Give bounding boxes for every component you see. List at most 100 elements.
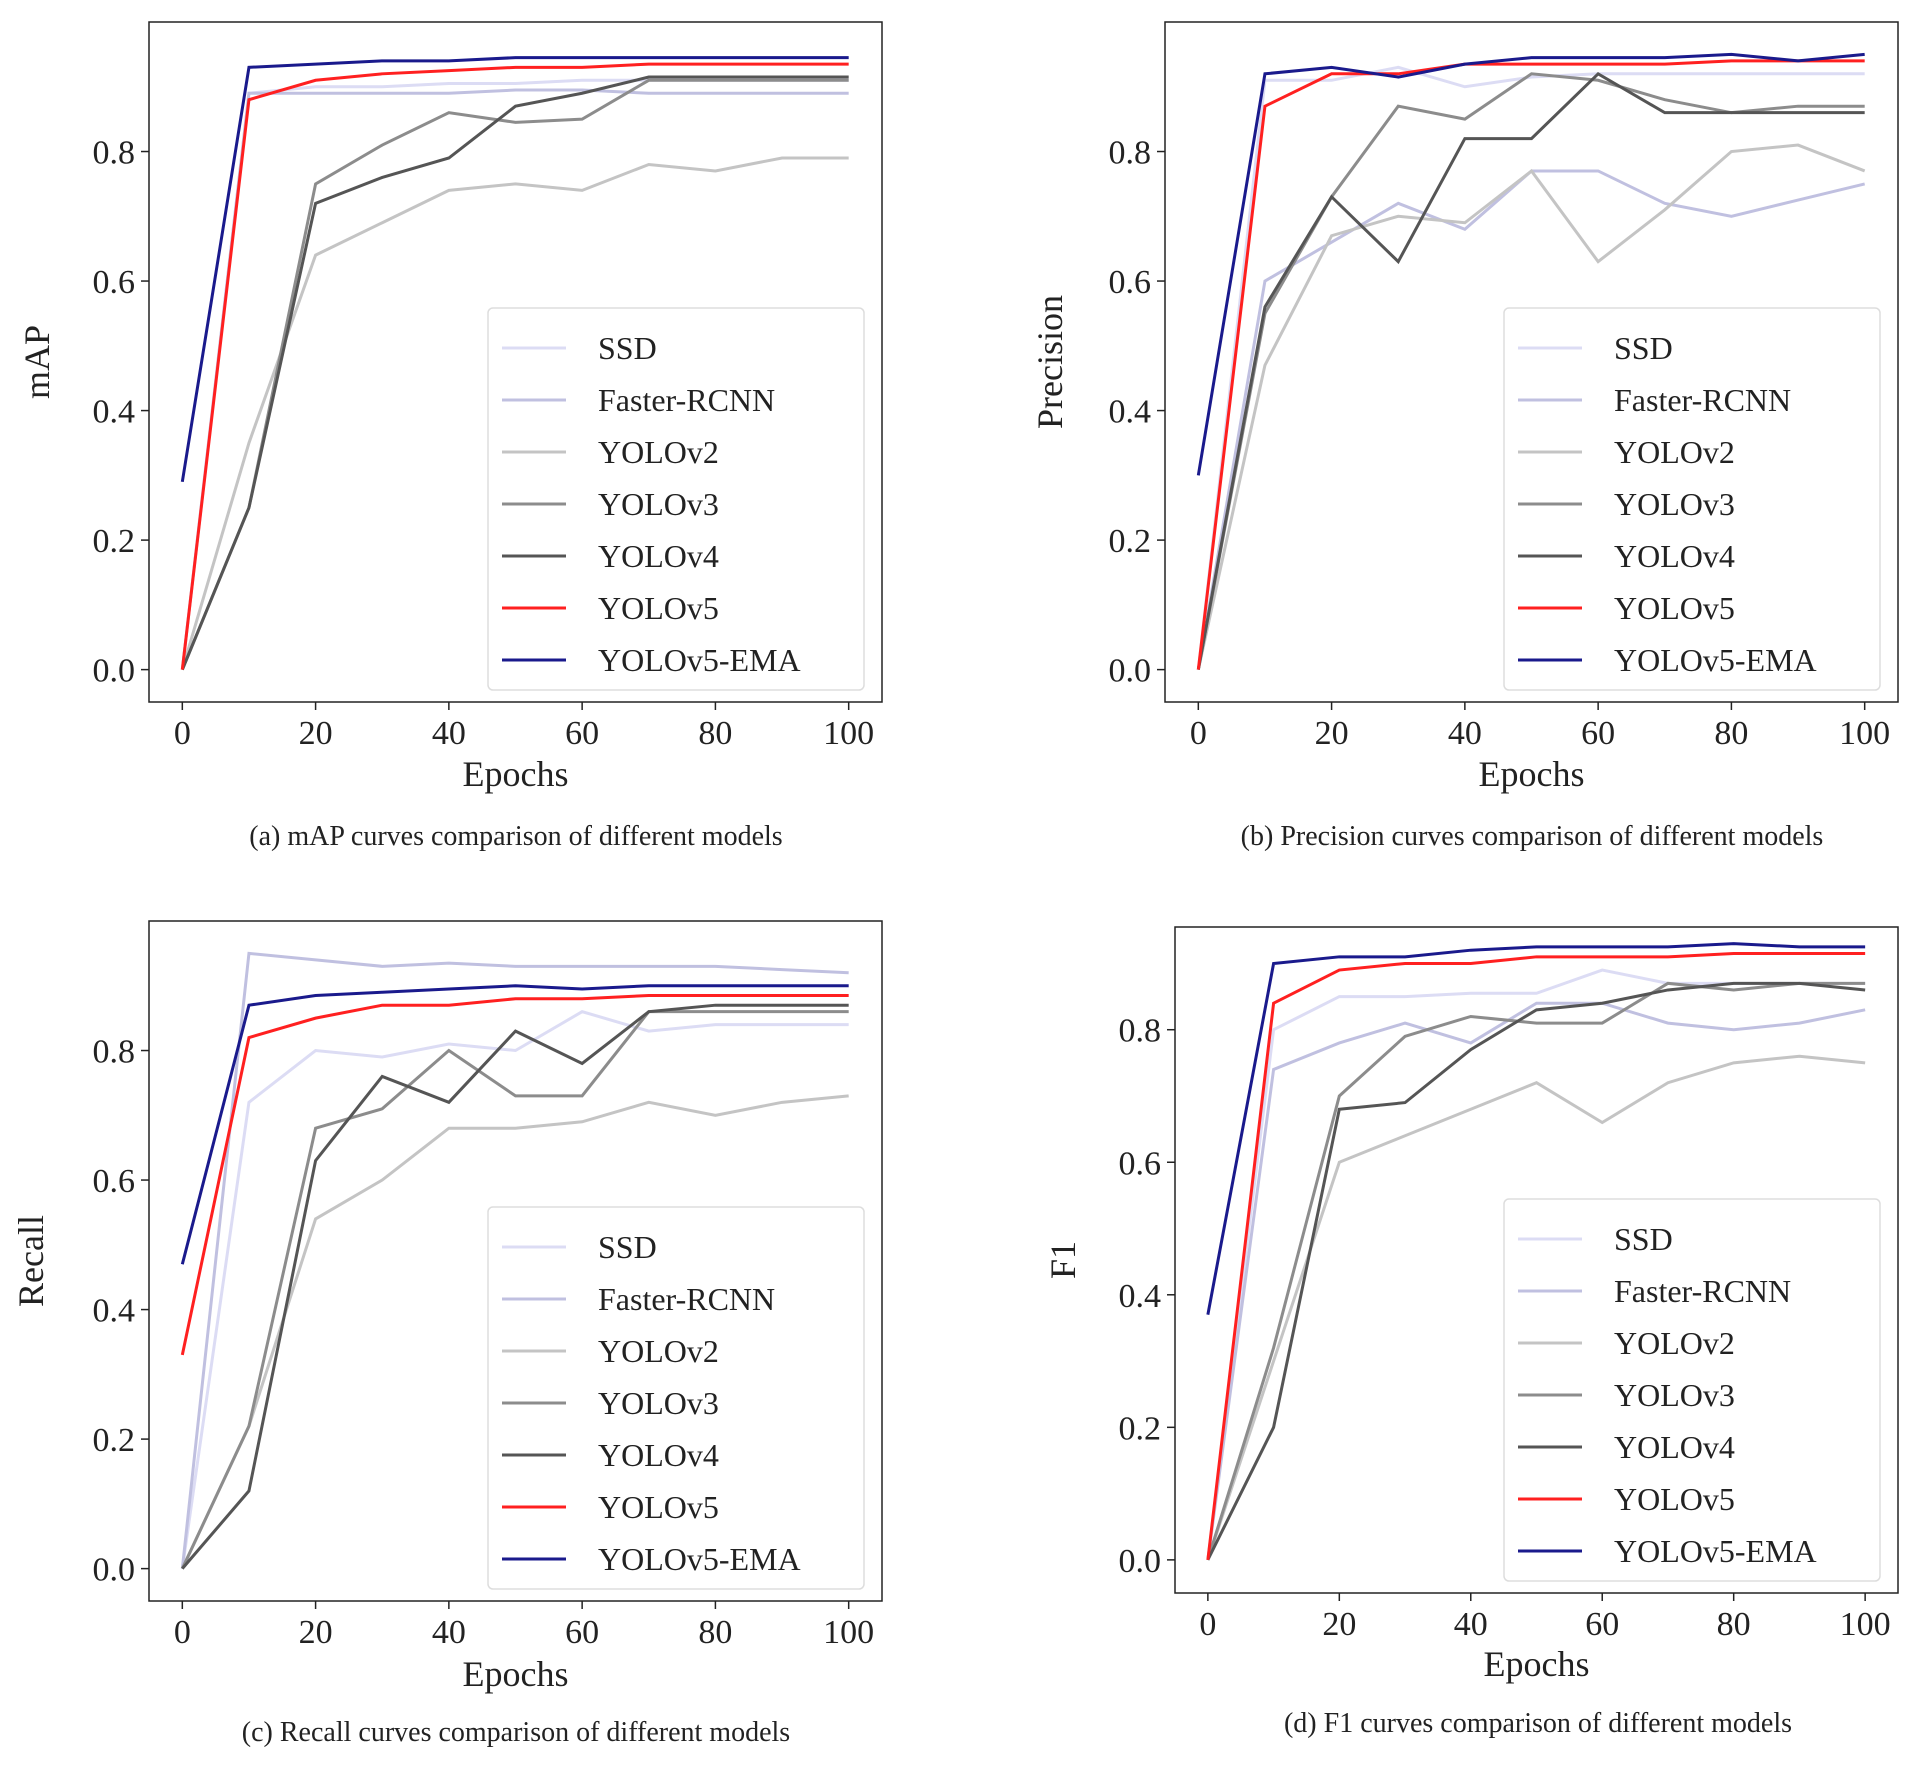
series-line bbox=[180, 88, 849, 670]
x-axis-label: Epochs bbox=[1484, 1644, 1590, 1684]
series-line bbox=[180, 56, 849, 483]
chart-caption: (a) mAP curves comparison of different m… bbox=[249, 821, 782, 852]
legend-label: YOLOv4 bbox=[598, 538, 719, 574]
y-tick-label: 0.2 bbox=[93, 1422, 136, 1459]
legend-label: YOLOv5-EMA bbox=[598, 1541, 801, 1577]
x-tick-label: 40 bbox=[432, 715, 466, 752]
y-tick-label: 0.6 bbox=[93, 1163, 136, 1200]
series-line bbox=[1206, 1054, 1866, 1561]
y-tick-label: 0.0 bbox=[1119, 1543, 1162, 1580]
x-tick-label: 100 bbox=[823, 1614, 874, 1651]
series-line bbox=[180, 156, 849, 671]
series-line bbox=[1206, 942, 1866, 1315]
legend-label: YOLOv3 bbox=[598, 1385, 719, 1421]
legend-label: SSD bbox=[1614, 330, 1673, 366]
legend-label: YOLOv3 bbox=[1614, 1377, 1735, 1413]
series-line bbox=[1196, 71, 1865, 670]
legend-label: YOLOv5-EMA bbox=[598, 642, 801, 678]
y-tick-label: 0.4 bbox=[93, 1293, 136, 1330]
series-line bbox=[1196, 59, 1865, 670]
y-tick-label: 0.8 bbox=[1119, 1013, 1162, 1050]
legend-label: YOLOv5 bbox=[1614, 590, 1735, 626]
chart-caption: (d) F1 curves comparison of different mo… bbox=[1284, 1708, 1792, 1739]
y-tick-label: 0.0 bbox=[1109, 653, 1152, 690]
y-tick-label: 0.4 bbox=[93, 394, 136, 431]
x-axis-label: Epochs bbox=[463, 754, 569, 794]
series-line bbox=[180, 993, 849, 1356]
legend-box bbox=[487, 1206, 865, 1590]
y-tick-label: 0.8 bbox=[93, 135, 136, 172]
x-tick-label: 20 bbox=[299, 1614, 333, 1651]
y-axis-label: mAP bbox=[17, 325, 57, 399]
legend-label: YOLOv4 bbox=[1614, 1429, 1735, 1465]
legend-label: Faster-RCNN bbox=[598, 1281, 775, 1317]
series-line bbox=[180, 984, 849, 1265]
x-axis-label: Epochs bbox=[463, 1654, 569, 1694]
legend-box bbox=[487, 307, 865, 691]
series-line bbox=[1206, 981, 1866, 1561]
y-tick-label: 0.8 bbox=[93, 1034, 136, 1071]
legend-label: YOLOv5 bbox=[1614, 1481, 1735, 1517]
series-line bbox=[180, 1010, 849, 1569]
y-axis-label: Recall bbox=[11, 1215, 51, 1307]
x-tick-label: 0 bbox=[1199, 1606, 1216, 1643]
legend-label: YOLOv5 bbox=[598, 1489, 719, 1525]
series-line bbox=[1196, 143, 1866, 670]
y-tick-label: 0.0 bbox=[93, 653, 136, 690]
legend-label: YOLOv4 bbox=[1614, 538, 1735, 574]
x-tick-label: 60 bbox=[565, 715, 599, 752]
legend-label: YOLOv5-EMA bbox=[1614, 1533, 1817, 1569]
y-tick-label: 0.6 bbox=[1119, 1145, 1162, 1182]
series-line bbox=[1196, 52, 1865, 476]
plot-frame bbox=[148, 920, 883, 1602]
x-tick-label: 100 bbox=[1840, 1606, 1891, 1643]
x-tick-label: 60 bbox=[1585, 1606, 1619, 1643]
y-tick-label: 0.6 bbox=[93, 264, 136, 301]
y-tick-label: 0.2 bbox=[1119, 1410, 1162, 1447]
legend-label: SSD bbox=[1614, 1221, 1673, 1257]
legend-box bbox=[1503, 307, 1881, 691]
series-line bbox=[180, 75, 849, 671]
series-line bbox=[180, 62, 849, 670]
x-tick-label: 0 bbox=[1190, 715, 1207, 752]
x-tick-label: 20 bbox=[1315, 715, 1349, 752]
x-tick-label: 80 bbox=[1714, 715, 1748, 752]
y-tick-label: 0.8 bbox=[1109, 135, 1152, 172]
x-tick-label: 0 bbox=[174, 715, 191, 752]
legend-label: SSD bbox=[598, 1229, 657, 1265]
series-line bbox=[180, 78, 849, 671]
x-tick-label: 80 bbox=[698, 715, 732, 752]
legend-label: YOLOv4 bbox=[598, 1437, 719, 1473]
legend-label: YOLOv2 bbox=[1614, 434, 1735, 470]
plot-frame bbox=[1164, 21, 1899, 703]
x-tick-label: 0 bbox=[174, 1614, 191, 1651]
legend-label: SSD bbox=[598, 330, 657, 366]
x-tick-label: 20 bbox=[299, 715, 333, 752]
x-tick-label: 60 bbox=[1581, 715, 1615, 752]
x-tick-label: 40 bbox=[1448, 715, 1482, 752]
series-line bbox=[180, 951, 849, 1569]
series-line bbox=[180, 1010, 849, 1570]
series-line bbox=[1206, 981, 1866, 1561]
plot-frame bbox=[148, 21, 883, 703]
legend-label: YOLOv5-EMA bbox=[1614, 642, 1817, 678]
y-tick-label: 0.2 bbox=[93, 523, 136, 560]
legend-label: YOLOv3 bbox=[1614, 486, 1735, 522]
x-tick-label: 40 bbox=[432, 1614, 466, 1651]
legend-label: YOLOv3 bbox=[598, 486, 719, 522]
x-tick-label: 100 bbox=[1839, 715, 1890, 752]
x-axis-label: Epochs bbox=[1479, 754, 1585, 794]
plot-frame bbox=[1174, 926, 1899, 1594]
y-tick-label: 0.0 bbox=[93, 1552, 136, 1589]
chart-caption: (c) Recall curves comparison of differen… bbox=[242, 1717, 790, 1748]
legend-label: Faster-RCNN bbox=[1614, 1273, 1791, 1309]
legend-label: Faster-RCNN bbox=[1614, 382, 1791, 418]
series-line bbox=[1196, 65, 1865, 670]
legend-label: YOLOv5 bbox=[598, 590, 719, 626]
y-axis-label: F1 bbox=[1043, 1241, 1083, 1279]
y-tick-label: 0.6 bbox=[1109, 264, 1152, 301]
y-tick-label: 0.2 bbox=[1109, 523, 1152, 560]
legend-label: YOLOv2 bbox=[1614, 1325, 1735, 1361]
chart-caption: (b) Precision curves comparison of diffe… bbox=[1241, 821, 1824, 852]
